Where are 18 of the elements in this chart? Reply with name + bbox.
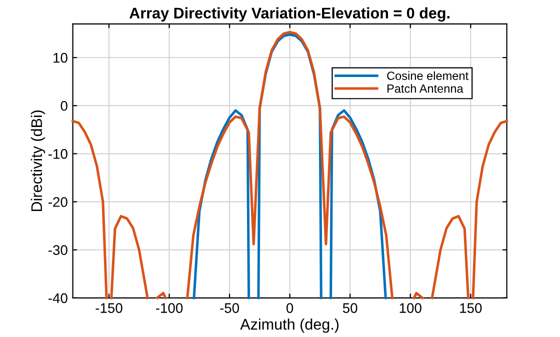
y-tick-label: -40 bbox=[48, 293, 68, 304]
x-tick-label: -50 bbox=[220, 303, 240, 313]
x-tick-label: 0 bbox=[286, 303, 294, 313]
chart-title: Array Directivity Variation-Elevation = 0 deg. bbox=[130, 7, 450, 22]
y-tick-label: 10 bbox=[54, 52, 68, 63]
legend-label: Cosine element bbox=[387, 71, 468, 80]
y-tick-label: -10 bbox=[48, 149, 68, 159]
x-tick-label: 50 bbox=[342, 303, 358, 313]
x-tick-label: -100 bbox=[156, 303, 183, 313]
y-axis-title: Directivity (dBi) bbox=[30, 110, 46, 212]
x-tick-label: 150 bbox=[460, 303, 482, 313]
x-axis-title: Azimuth (deg.) bbox=[240, 318, 339, 333]
legend-label: Patch Antenna bbox=[387, 84, 464, 93]
y-tick-label: 0 bbox=[60, 100, 68, 111]
x-tick-label: 100 bbox=[400, 303, 422, 313]
y-tick-label: -20 bbox=[48, 197, 68, 207]
y-tick-label: -30 bbox=[48, 245, 68, 256]
x-tick-label: -150 bbox=[96, 303, 122, 313]
